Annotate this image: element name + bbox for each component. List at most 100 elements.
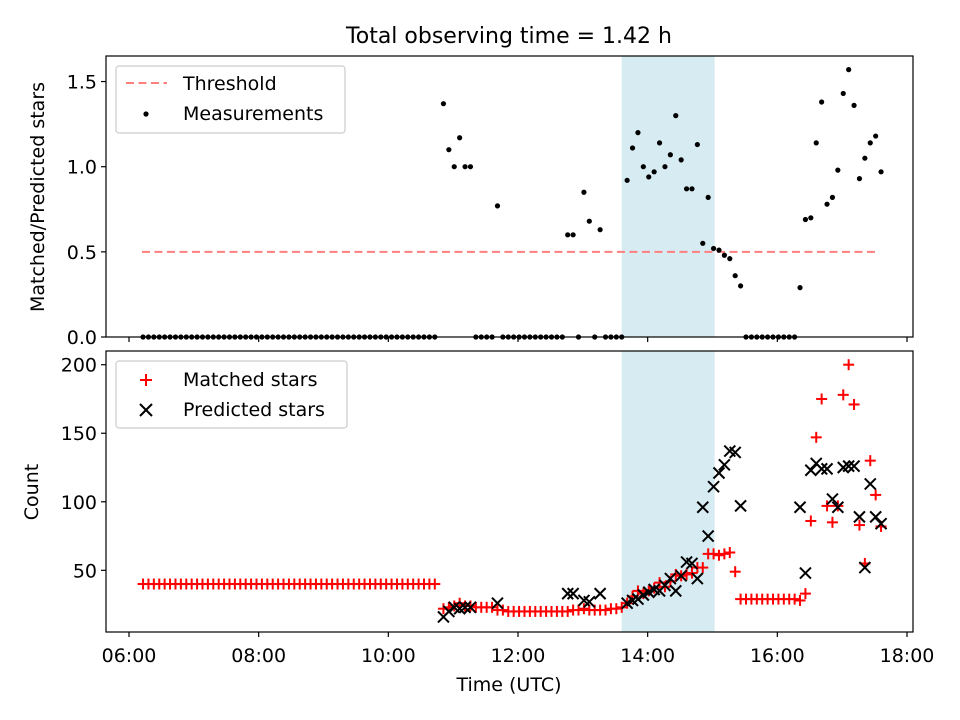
predicted-point	[664, 572, 677, 585]
predicted-point	[583, 595, 596, 609]
predicted-point	[561, 587, 574, 600]
measurement-point	[797, 285, 803, 291]
top-y-tick-label: 1.0	[67, 157, 97, 179]
matched-point	[697, 562, 709, 574]
measurement-point	[597, 227, 603, 233]
matched-point	[718, 548, 730, 560]
measurement-point	[673, 113, 679, 119]
measurement-point	[570, 232, 576, 238]
measurement-point	[565, 232, 571, 238]
measurement-point	[624, 177, 630, 183]
matched-point	[805, 515, 817, 527]
bottom-x-tick-label: 12:00	[491, 645, 546, 667]
matched-point	[843, 359, 855, 371]
predicted-point	[593, 587, 607, 600]
predicted-point	[842, 459, 855, 473]
measurement-point	[829, 194, 836, 200]
measurement-point	[467, 164, 474, 170]
measurement-point	[700, 240, 706, 246]
bottom-y-tick-label: 100	[61, 492, 97, 514]
predicted-point	[658, 579, 672, 592]
measurement-point	[819, 99, 825, 105]
matched-point	[600, 604, 612, 616]
measurement-point	[662, 164, 668, 170]
measurement-point	[867, 140, 873, 146]
measurement-point	[635, 130, 641, 136]
predicted-point	[674, 569, 688, 583]
predicted-point	[858, 561, 872, 574]
matched-point	[816, 393, 828, 405]
predicted-point	[712, 466, 726, 480]
measurement-point	[802, 216, 809, 223]
predicted-point	[826, 492, 839, 506]
measurement-point	[457, 135, 463, 141]
measurement-point	[494, 203, 501, 209]
predicted-point	[874, 517, 888, 530]
matched-point	[837, 389, 849, 401]
bottom-y-axis-label: Count	[21, 464, 43, 520]
measurement-point	[705, 194, 711, 200]
legend-predicted-label: Predicted stars	[183, 399, 325, 421]
top-y-ticks: 0.0 0.5 1.0 1.5	[67, 72, 106, 349]
predicted-point	[701, 529, 715, 543]
top-y-tick-label: 0.5	[67, 242, 97, 264]
measurement-point	[835, 167, 841, 173]
measurement-point	[737, 283, 744, 289]
predicted-point	[799, 566, 812, 580]
bottom-panel: 50 100 150 200 06:00 08:00 10:00 12:00 14:00 16:…	[21, 350, 934, 696]
matched-point	[708, 548, 720, 560]
matched-point	[724, 546, 736, 558]
predicted-point	[847, 459, 861, 473]
bottom-x-tick-label: 16:00	[750, 645, 805, 667]
measurement-point	[851, 102, 857, 108]
measurement-point	[462, 164, 468, 170]
predicted-point	[718, 458, 731, 471]
predicted-point	[696, 501, 709, 514]
measurement-point	[586, 218, 592, 224]
measurement-point	[667, 152, 673, 158]
measurement-point	[689, 186, 695, 192]
top-highlight-band	[621, 56, 715, 337]
measurement-point	[878, 169, 884, 175]
legend-matched-label: Matched stars	[183, 369, 317, 391]
matched-point	[789, 593, 801, 605]
matched-point	[870, 489, 882, 501]
measurement-point	[640, 164, 646, 170]
bottom-y-tick-label: 50	[73, 560, 97, 582]
measurement-point	[862, 155, 868, 161]
bottom-y-ticks: 50 100 150 200	[61, 355, 106, 582]
matched-point	[799, 588, 811, 600]
matched-point	[810, 431, 822, 443]
measurement-point	[629, 145, 636, 151]
predicted-point	[853, 510, 866, 524]
top-panel: 0.0 0.5 1.0 1.5 Matched/Predicted stars Thr…	[27, 55, 914, 349]
bottom-x-tick-label: 14:00	[620, 645, 675, 667]
bottom-x-tick-label: 10:00	[361, 645, 416, 667]
measurement-point	[710, 245, 717, 252]
top-y-tick-label: 1.5	[67, 72, 97, 94]
matched-point	[497, 604, 509, 616]
legend-measurement-swatch	[143, 111, 149, 117]
measurement-point	[873, 133, 879, 139]
predicted-point	[566, 587, 580, 600]
bottom-x-tick-label: 08:00	[231, 645, 286, 667]
predicted-point	[728, 446, 742, 459]
measurement-point	[646, 174, 652, 180]
predicted-point	[669, 584, 682, 598]
measurement-point	[716, 247, 722, 253]
matched-point	[573, 604, 585, 616]
top-y-axis-label: Matched/Predicted stars	[27, 82, 49, 312]
measurement-point	[846, 67, 852, 73]
top-axes-frame	[105, 55, 914, 338]
measurement-point	[656, 140, 663, 146]
measurement-point	[678, 157, 684, 163]
predicted-point	[458, 601, 472, 614]
matched-point	[826, 516, 838, 528]
matched-point	[713, 549, 725, 561]
top-legend: Threshold Measurements	[115, 65, 346, 134]
measurement-point	[581, 189, 587, 195]
matched-point	[562, 605, 574, 617]
bottom-y-tick-label: 150	[61, 423, 97, 445]
bottom-highlight-band	[621, 351, 715, 632]
